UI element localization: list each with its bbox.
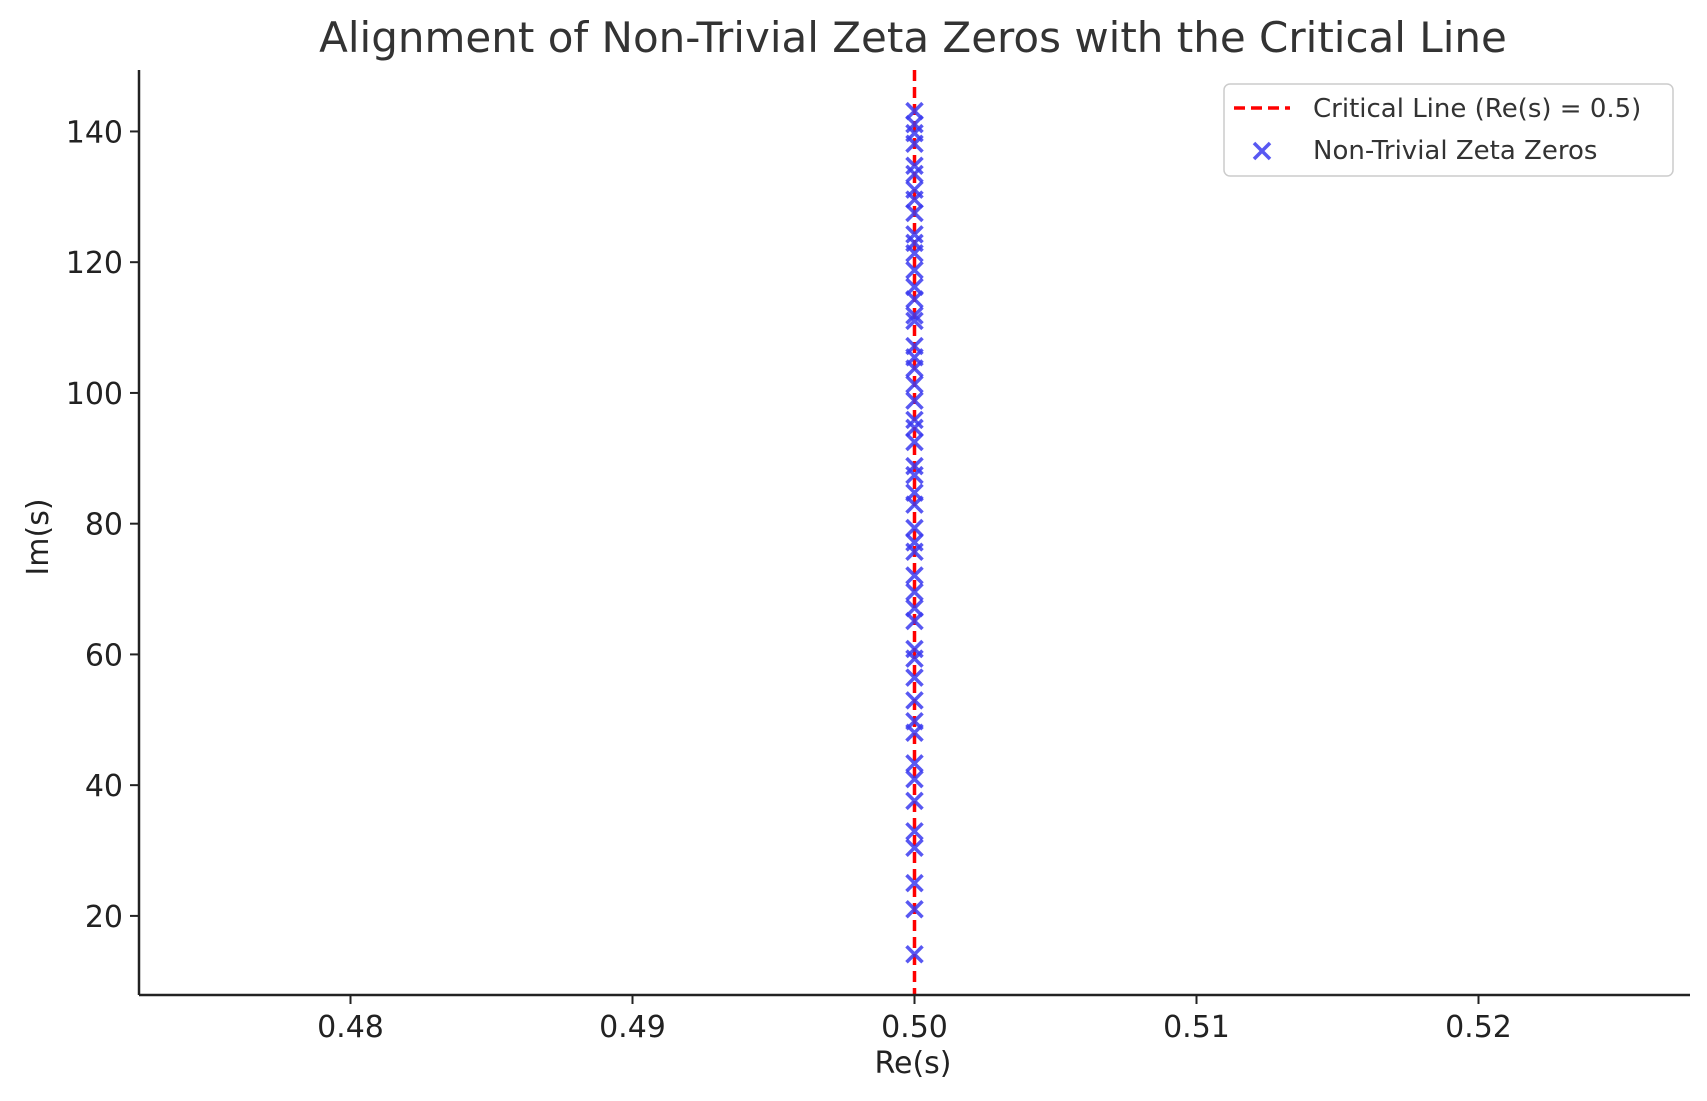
zeta-zero-point <box>905 582 924 602</box>
y-tick-label: 80 <box>85 508 123 543</box>
zeta-zero-marker-stroke <box>905 203 924 223</box>
zeta-zero-point <box>905 483 924 502</box>
zeta-zero-marker-stroke <box>905 311 924 331</box>
zeta-zero-marker-stroke <box>905 101 924 121</box>
legend-x-marker-stroke <box>1252 141 1272 161</box>
x-axis-label: Re(s) <box>875 1046 952 1081</box>
zeta-zero-point <box>905 277 924 297</box>
zeta-zero-marker-stroke <box>905 873 924 893</box>
zeta-zero-marker-stroke <box>905 598 924 618</box>
zeta-zero-point <box>905 306 924 325</box>
zeta-zero-marker-stroke <box>905 533 924 552</box>
x-tick-label: 0.51 <box>1163 1010 1230 1045</box>
zeta-zero-marker-stroke <box>905 822 924 841</box>
zeta-zero-point <box>905 873 924 893</box>
zeta-zero-point <box>905 598 924 618</box>
legend-critical-line-label: Critical Line (Re(s) = 0.5) <box>1313 94 1641 124</box>
zeta-zero-marker-stroke <box>905 225 924 244</box>
x-tick-label: 0.48 <box>317 1010 384 1045</box>
zeta-zero-marker-stroke <box>905 180 924 199</box>
zeta-zero-point <box>905 432 924 452</box>
y-axis-label: Im(s) <box>21 498 56 575</box>
y-tick-label: 120 <box>66 246 123 281</box>
zeta-zero-point <box>905 410 924 430</box>
zeta-zero-point <box>905 945 924 964</box>
legend-zeros-label: Non-Trivial Zeta Zeros <box>1313 136 1597 166</box>
zeta-zero-point <box>905 754 924 773</box>
y-tick-label: 140 <box>66 115 123 150</box>
zeta-zero-point <box>905 712 924 731</box>
zeta-zero-marker-stroke <box>905 899 924 919</box>
zeta-zero-point <box>905 456 924 476</box>
y-axis-ticks: 20 40 60 80 100 120 140 <box>66 115 139 935</box>
zeta-zero-marker-stroke <box>905 712 924 731</box>
zeta-zero-marker-stroke <box>905 418 924 438</box>
zeta-zero-point <box>905 533 924 552</box>
x-tick-label: 0.50 <box>881 1010 948 1045</box>
zeta-zero-marker-stroke <box>905 277 924 297</box>
zeta-zero-marker-stroke <box>905 639 924 659</box>
zeta-zero-point <box>905 791 924 811</box>
zeta-zero-point <box>905 418 924 438</box>
zeta-zero-point <box>905 899 924 919</box>
zeta-zero-point <box>905 639 924 659</box>
zeta-zero-marker-stroke <box>905 838 924 858</box>
zeta-zero-point <box>905 391 924 410</box>
zeta-zero-marker-stroke <box>905 945 924 964</box>
y-tick-label: 20 <box>85 900 123 935</box>
zeta-zero-marker-stroke <box>905 306 924 325</box>
legend: Critical Line (Re(s) = 0.5) Non-Trivial … <box>1223 83 1674 177</box>
zeta-zero-point <box>905 203 924 223</box>
chart-title: Alignment of Non-Trivial Zeta Zeros with… <box>319 13 1507 62</box>
zeta-zero-marker-stroke <box>905 582 924 602</box>
y-tick-label: 40 <box>85 769 123 804</box>
zeta-zero-point <box>905 518 924 538</box>
zeta-zero-marker-stroke <box>905 483 924 502</box>
zeta-zero-point <box>905 838 924 858</box>
legend-box <box>1223 83 1674 177</box>
zeta-zero-point <box>905 668 924 687</box>
zeta-zero-point <box>905 822 924 841</box>
zeta-zero-marker-stroke <box>905 566 924 585</box>
zeta-zero-marker-stroke <box>905 391 924 410</box>
zeta-zero-point <box>905 260 924 280</box>
zeta-zero-point <box>905 225 924 244</box>
zeta-zero-marker-stroke <box>905 456 924 476</box>
zeta-zero-point <box>905 180 924 199</box>
zeta-zero-marker-stroke <box>905 518 924 538</box>
zeta-zero-marker-stroke <box>905 156 924 175</box>
zeta-zero-marker-stroke <box>905 375 924 394</box>
zeta-zero-marker-stroke <box>905 336 924 356</box>
zeta-zero-point <box>905 311 924 331</box>
x-tick-label: 0.49 <box>599 1010 666 1045</box>
zeta-zero-marker-stroke <box>905 769 924 789</box>
zeta-zero-point <box>905 769 924 789</box>
zeta-zero-point <box>905 336 924 356</box>
zeta-zero-marker-stroke <box>905 691 924 710</box>
x-tick-label: 0.52 <box>1445 1010 1512 1045</box>
legend-zeros-marker-swatch <box>1252 141 1272 161</box>
zeta-zero-point <box>905 566 924 585</box>
zeta-zero-marker-stroke <box>905 260 924 280</box>
zeta-zero-point <box>905 101 924 121</box>
y-tick-label: 100 <box>66 377 123 412</box>
x-axis-ticks: 0.48 0.49 0.50 0.51 0.52 <box>317 995 1512 1045</box>
plot-area <box>905 70 924 995</box>
zeta-zero-point <box>905 375 924 394</box>
zeta-zero-marker-stroke <box>905 432 924 452</box>
y-tick-label: 60 <box>85 638 123 673</box>
zeta-zero-marker-stroke <box>905 791 924 811</box>
zeta-zero-marker-stroke <box>905 668 924 687</box>
zeta-zero-marker-stroke <box>905 754 924 773</box>
zeta-zero-marker-stroke <box>905 410 924 430</box>
zeta-zero-point <box>905 156 924 175</box>
legend-x-marker <box>1252 141 1272 161</box>
zeta-zero-point <box>905 691 924 710</box>
